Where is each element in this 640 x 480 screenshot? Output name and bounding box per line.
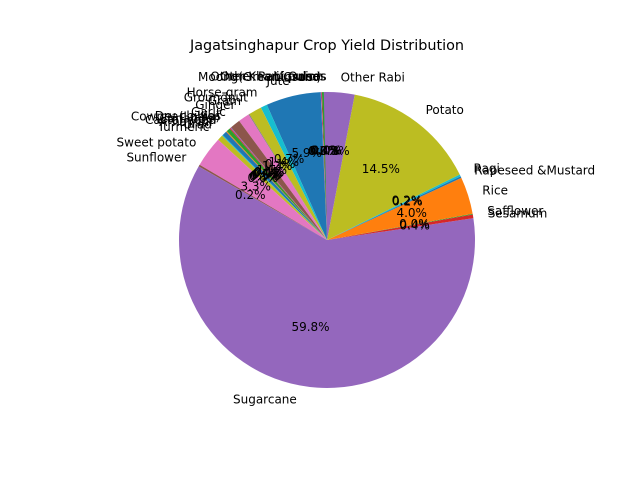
pie-slice xyxy=(248,114,327,240)
percent-label: 5.9% xyxy=(291,146,322,160)
percent-label: 0.4% xyxy=(310,144,341,158)
slice-label: Horse-gram xyxy=(187,85,258,99)
slice-label: Castor seed xyxy=(145,113,216,127)
percent-label: 0.2% xyxy=(235,188,266,202)
pie-slice xyxy=(327,174,461,240)
pie-slice xyxy=(327,214,474,240)
percent-label: 59.8% xyxy=(291,320,329,334)
percent-label: 0.1% xyxy=(265,157,296,171)
pie-slice xyxy=(327,176,462,240)
pie-slice xyxy=(327,213,473,240)
pie-slice xyxy=(222,131,327,240)
pie-slice xyxy=(198,164,327,240)
percent-label: 0.4% xyxy=(399,218,430,232)
percent-label: 0.7% xyxy=(274,152,305,166)
pie-slice xyxy=(226,131,327,240)
percent-label: 1.4% xyxy=(269,155,300,169)
percent-label: 0.2% xyxy=(392,194,423,208)
slice-label: Coriander xyxy=(159,111,218,125)
percent-label: 0.6% xyxy=(248,171,279,185)
percent-label: 1.2% xyxy=(262,159,293,173)
percent-label: 0.0% xyxy=(309,144,340,158)
slice-label: Dry chillies xyxy=(155,109,221,123)
percent-label: 0.0% xyxy=(399,217,430,231)
percent-label: 0.0% xyxy=(311,144,342,158)
slice-label: Onion xyxy=(288,70,323,84)
percent-label: 0.1% xyxy=(249,170,280,184)
pie-slice xyxy=(179,166,476,389)
pie-slice xyxy=(266,92,327,240)
slice-label: Cowpea(Lobia) xyxy=(131,110,220,124)
pie-slice xyxy=(321,92,327,240)
slice-label: Groundnut xyxy=(184,90,248,104)
pie-slice xyxy=(320,92,327,240)
percent-label: 0.5% xyxy=(250,169,281,183)
slice-label: Rice xyxy=(482,184,508,198)
slice-label: Other Rabi pulses xyxy=(220,70,327,84)
pie-slice xyxy=(229,127,327,240)
percent-label: 0.1% xyxy=(251,167,282,181)
slice-label: Garlic xyxy=(191,105,226,119)
percent-label: 14.5% xyxy=(362,162,400,176)
slice-label: Ginger xyxy=(195,98,235,112)
percent-labels: 0.0%0.0%0.4%0.0%0.0%5.9%0.7%1.4%0.1%1.2%… xyxy=(235,144,430,334)
slice-label: Sweet potato xyxy=(117,135,197,149)
slice-label: Gram xyxy=(208,94,241,108)
slice-label: Ragi xyxy=(474,161,500,175)
pie-slice xyxy=(199,139,327,240)
percent-label: 3.3% xyxy=(319,144,350,158)
slice-label: Arhar/Tur xyxy=(159,115,214,129)
percent-label: 0.1% xyxy=(254,166,285,180)
slice-label: Potato xyxy=(426,103,464,117)
pie-slice xyxy=(327,177,473,240)
percent-label: 0.0% xyxy=(308,144,339,158)
pie-slices xyxy=(179,91,476,389)
slice-label: Other Rabi xyxy=(341,70,405,84)
pie-slice xyxy=(239,114,327,240)
pie-slice xyxy=(249,107,327,241)
slice-label: Sesamum xyxy=(488,206,548,220)
pie-slice xyxy=(230,127,327,240)
pie-slice xyxy=(327,94,460,241)
percent-label: 3.3% xyxy=(240,180,271,194)
percent-label: 0.1% xyxy=(254,165,285,179)
slice-label: Turmeric xyxy=(157,120,210,134)
pie-slice xyxy=(218,135,327,240)
slice-label: Jute xyxy=(265,74,289,88)
slice-label: Rapeseed &Mustard xyxy=(474,163,595,177)
pie-slice xyxy=(222,135,327,240)
pie-slice xyxy=(323,92,355,241)
slice-label: Sunflower xyxy=(126,151,186,165)
slice-label: Linseed xyxy=(274,70,320,84)
pie-slice xyxy=(231,120,327,240)
pie-slice xyxy=(260,104,327,240)
percent-label: 1.1% xyxy=(257,163,288,177)
percent-label: 0.2% xyxy=(392,195,423,209)
percent-label: 0.0% xyxy=(312,144,343,158)
slice-label: Safflower xyxy=(487,204,543,218)
pie-slice xyxy=(226,128,327,240)
percent-label: 4.0% xyxy=(396,206,427,220)
slice-label: Moong(Green Gram) xyxy=(198,70,321,84)
chart-title: Jagatsinghapur Crop Yield Distribution xyxy=(189,38,464,54)
percent-label: 0.4% xyxy=(252,166,283,180)
slice-label: Sugarcane xyxy=(233,393,297,407)
slice-label: Urad xyxy=(183,117,212,131)
slice-label: Other Kharif pulses xyxy=(210,70,325,84)
